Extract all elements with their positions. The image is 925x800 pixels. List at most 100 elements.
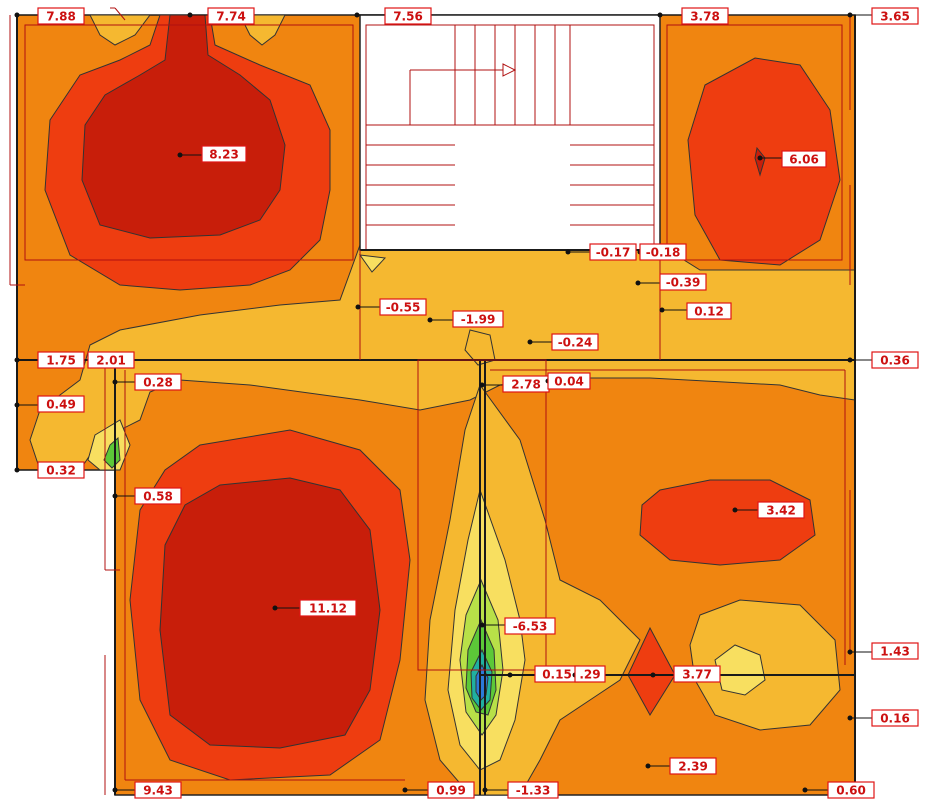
label-anchor-dot (565, 249, 571, 255)
label-anchor-dot (527, 339, 533, 345)
label-anchor-dot (14, 467, 20, 473)
label-anchor-dot (847, 715, 853, 721)
label-value-text: 1.75 (46, 354, 76, 368)
label-anchor-dot (659, 307, 665, 313)
label-anchor-dot (354, 12, 360, 18)
label-box (299, 599, 357, 617)
label-anchor-dot (802, 787, 808, 793)
value-label: -0.24 (527, 333, 599, 351)
value-label: -1.99 (427, 310, 504, 328)
label-value-text: 7.56 (393, 10, 423, 24)
label-value-text: -1.99 (461, 313, 496, 327)
label-value-text: 0.49 (46, 398, 76, 412)
value-label: 3.65 (847, 7, 919, 25)
label-box (201, 145, 247, 163)
value-label: 0.58 (112, 487, 182, 505)
label-anchor-dot (482, 787, 488, 793)
label-value-text: -0.55 (386, 301, 421, 315)
value-label: -1.33 (482, 781, 559, 799)
label-box (134, 373, 182, 391)
label-anchor-dot (14, 402, 20, 408)
label-anchor-dot (355, 304, 361, 310)
value-label: 0.04 (545, 372, 591, 390)
label-value-text: -0.39 (666, 276, 701, 290)
label-anchor-dot (847, 649, 853, 655)
label-value-text: 0.32 (46, 464, 76, 478)
label-box (639, 243, 687, 261)
label-value-text: 2.78 (511, 378, 541, 392)
label-box (589, 243, 637, 261)
contour-band-mid-high-right (639, 479, 816, 566)
value-label: -6.53 (479, 617, 556, 635)
value-label: 0.49 (14, 395, 85, 413)
label-box (507, 781, 559, 799)
label-value-text: 3.78 (690, 10, 720, 24)
value-label: 2.01 (87, 351, 135, 369)
label-anchor-dot (112, 379, 118, 385)
label-anchor-dot (272, 605, 278, 611)
label-anchor-dot (657, 12, 663, 18)
label-box (379, 298, 427, 316)
value-label: 1.75 (14, 351, 85, 369)
value-label: 0.16 (847, 709, 919, 727)
label-anchor-dot (479, 622, 485, 628)
value-label: 9.43 (112, 781, 182, 799)
label-box (669, 757, 717, 775)
label-box (37, 395, 85, 413)
contour-band-high-top-left (81, 15, 286, 239)
label-value-text: 2.39 (678, 760, 708, 774)
value-label: 0.12 (659, 302, 732, 320)
label-box (551, 333, 599, 351)
label-value-text: 1.43 (880, 645, 910, 659)
contour-band-high-bottom-left (159, 477, 381, 749)
drawing-lines (9, 7, 851, 795)
value-label: 0.28 (112, 373, 182, 391)
label-anchor-dot (757, 155, 763, 161)
label-box (686, 302, 732, 320)
label-anchor-dot (479, 382, 485, 388)
label-value-text: 0.36 (880, 354, 910, 368)
label-anchor-dot (507, 672, 513, 678)
label-box (681, 7, 729, 25)
value-label: -0.39 (635, 273, 707, 291)
label-box (659, 273, 707, 291)
label-value-text: 0.04 (554, 375, 584, 389)
value-label: 7.74 (187, 7, 255, 25)
label-anchor-dot (732, 507, 738, 513)
value-label: -0.17 (565, 243, 637, 261)
contour-band-mid-high-diamond (627, 626, 676, 716)
value-label: 3.77 (650, 665, 721, 683)
value-label: 1.43 (847, 642, 919, 660)
label-value-text: 7.88 (46, 10, 76, 24)
value-label: 0.36 (847, 351, 919, 369)
label-value-text: -0.24 (558, 336, 593, 350)
value-label: 7.56 (354, 7, 432, 25)
label-value-text: 3.65 (880, 10, 910, 24)
label-anchor-dot (112, 787, 118, 793)
value-label: 3.42 (732, 501, 805, 519)
label-value-text: 11.12 (309, 602, 347, 616)
label-box (574, 665, 606, 683)
label-box (134, 781, 182, 799)
label-box (871, 642, 919, 660)
label-anchor-dot (187, 12, 193, 18)
label-value-text: -6.53 (513, 620, 548, 634)
label-box (427, 781, 475, 799)
value-label: 8.23 (177, 145, 247, 163)
label-box (452, 310, 504, 328)
value-label: 2.78 (479, 375, 550, 393)
contour-band-low-top-left (89, 15, 151, 46)
value-label: 6.06 (757, 150, 827, 168)
label-anchor-dot (177, 152, 183, 158)
label-box (37, 7, 85, 25)
value-label: .29 (572, 665, 606, 683)
label-anchor-dot (650, 672, 656, 678)
label-anchor-dot (112, 493, 118, 499)
label-box (87, 351, 135, 369)
label-value-text: 0.60 (836, 784, 866, 798)
label-value-text: 8.23 (209, 148, 239, 162)
label-value-text: 3.77 (682, 668, 712, 682)
value-label: 0.15 (507, 665, 580, 683)
label-anchor-dot (14, 12, 20, 18)
